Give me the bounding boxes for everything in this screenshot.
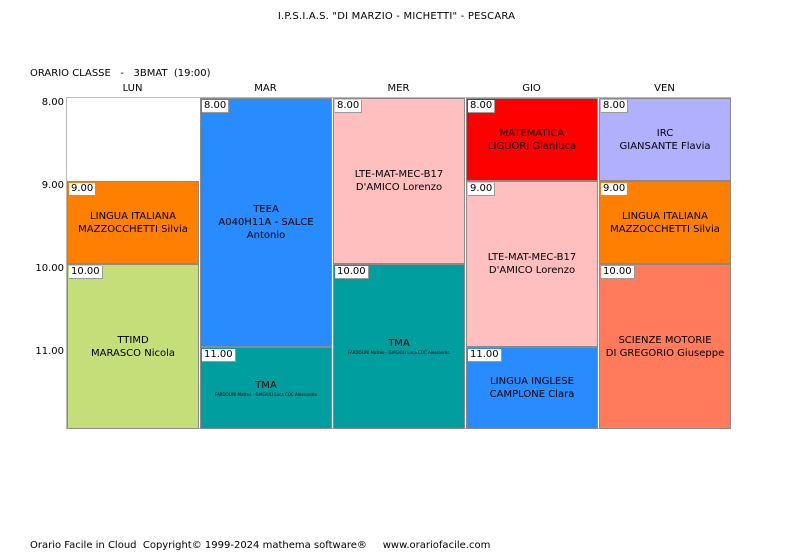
lesson-start-time: 8.00 [468,100,496,113]
lesson-subject: TTIMD [117,334,149,346]
hour-label-11: 11.00 [35,346,64,357]
school-title: I.P.S.I.A.S. "DI MARZIO - MICHETTI" - PE… [277,11,516,22]
lesson-subject: TMA [255,379,277,391]
day-header-mer: MER [387,83,410,94]
day-header-lun: LUN [122,83,143,94]
lesson-start-time: 11.00 [468,349,502,362]
lesson-start-time: 10.00 [601,266,635,279]
lesson-start-time: 10.00 [335,266,369,279]
lesson-block[interactable]: 8.00 MATEMATICA LIGUORI Gianluca [466,98,598,181]
lesson-subject: SCIENZE MOTORIE [618,334,712,346]
lesson-start-time: 8.00 [202,100,230,113]
hour-label-9: 9.00 [41,180,64,191]
lesson-teacher: CAMPLONE Clara [489,389,575,400]
lesson-subject: TMA [388,338,410,349]
lesson-teacher: GIANSANTE Flavia [619,140,711,152]
lesson-block[interactable]: 10.00 TMA FARDOLINI Matteo - GIAGIULI Lu… [333,264,465,429]
lesson-block[interactable]: 9.00 LINGUA ITALIANA MAZZOCCHETTI Silvia [67,181,199,264]
lesson-block[interactable]: 9.00 LTE-MAT-MEC-B17 D'AMICO Lorenzo [466,181,598,347]
lesson-start-time: 11.00 [202,349,236,362]
lesson-subject: LINGUA ITALIANA [622,210,708,222]
lesson-subject: TEEA [253,204,279,215]
lesson-teacher: FARDOLINI Matteo - GIAGIULI Luca COC Ale… [215,391,317,397]
lesson-block[interactable]: 10.00 SCIENZE MOTORIE DI GREGORIO Giusep… [599,264,731,429]
lesson-block[interactable]: 10.00 TTIMD MARASCO Nicola [67,264,199,429]
lesson-start-time: 8.00 [335,100,363,113]
lesson-teacher: FARDOLINI Matteo - GIAGIULI Luca COC Ale… [348,350,450,355]
lesson-subject: LINGUA INGLESE [490,376,574,387]
lesson-subject: LTE-MAT-MEC-B17 [487,252,577,263]
lesson-block[interactable]: 11.00 TMA FARDOLINI Matteo - GIAGIULI Lu… [200,347,332,429]
lesson-teacher: A040H11A - SALCE Antonio [218,217,314,241]
lesson-teacher: D'AMICO Lorenzo [488,265,576,276]
copyright-footer: Orario Facile in Cloud Copyright© 1999-2… [30,540,491,551]
lesson-block[interactable]: 8.00 TEEA A040H11A - SALCE Antonio [200,98,332,347]
lesson-start-time: 8.00 [601,100,629,113]
lesson-teacher: MAZZOCCHETTI Silvia [78,223,188,235]
hour-label-8: 8.00 [41,97,64,108]
lesson-start-time: 9.00 [468,183,496,196]
lesson-block[interactable]: 9.00 LINGUA ITALIANA MAZZOCCHETTI Silvia [599,181,731,264]
hour-label-10: 10.00 [35,263,64,274]
lesson-teacher: LIGUORI Gianluca [487,140,577,152]
lesson-start-time: 10.00 [69,266,103,279]
lesson-subject: LINGUA ITALIANA [90,210,176,222]
day-header-ven: VEN [654,83,675,94]
day-header-mar: MAR [254,83,277,94]
lesson-teacher: D'AMICO Lorenzo [355,182,443,193]
lesson-block[interactable]: 8.00 LTE-MAT-MEC-B17 D'AMICO Lorenzo [333,98,465,264]
lesson-start-time: 9.00 [69,183,97,196]
lesson-teacher: DI GREGORIO Giuseppe [605,347,725,359]
day-header-gio: GIO [522,83,541,94]
class-info: ORARIO CLASSE - 3BMAT (19:00) [30,68,211,79]
lesson-subject: IRC [656,127,674,139]
lesson-block[interactable]: 8.00 IRC GIANSANTE Flavia [599,98,731,181]
lesson-subject: LTE-MAT-MEC-B17 [354,169,444,180]
lesson-block[interactable]: 11.00 LINGUA INGLESE CAMPLONE Clara [466,347,598,429]
lesson-start-time: 9.00 [601,183,629,196]
lesson-teacher: MARASCO Nicola [90,347,175,359]
lesson-teacher: MAZZOCCHETTI Silvia [610,223,720,235]
lesson-subject: MATEMATICA [499,127,565,139]
